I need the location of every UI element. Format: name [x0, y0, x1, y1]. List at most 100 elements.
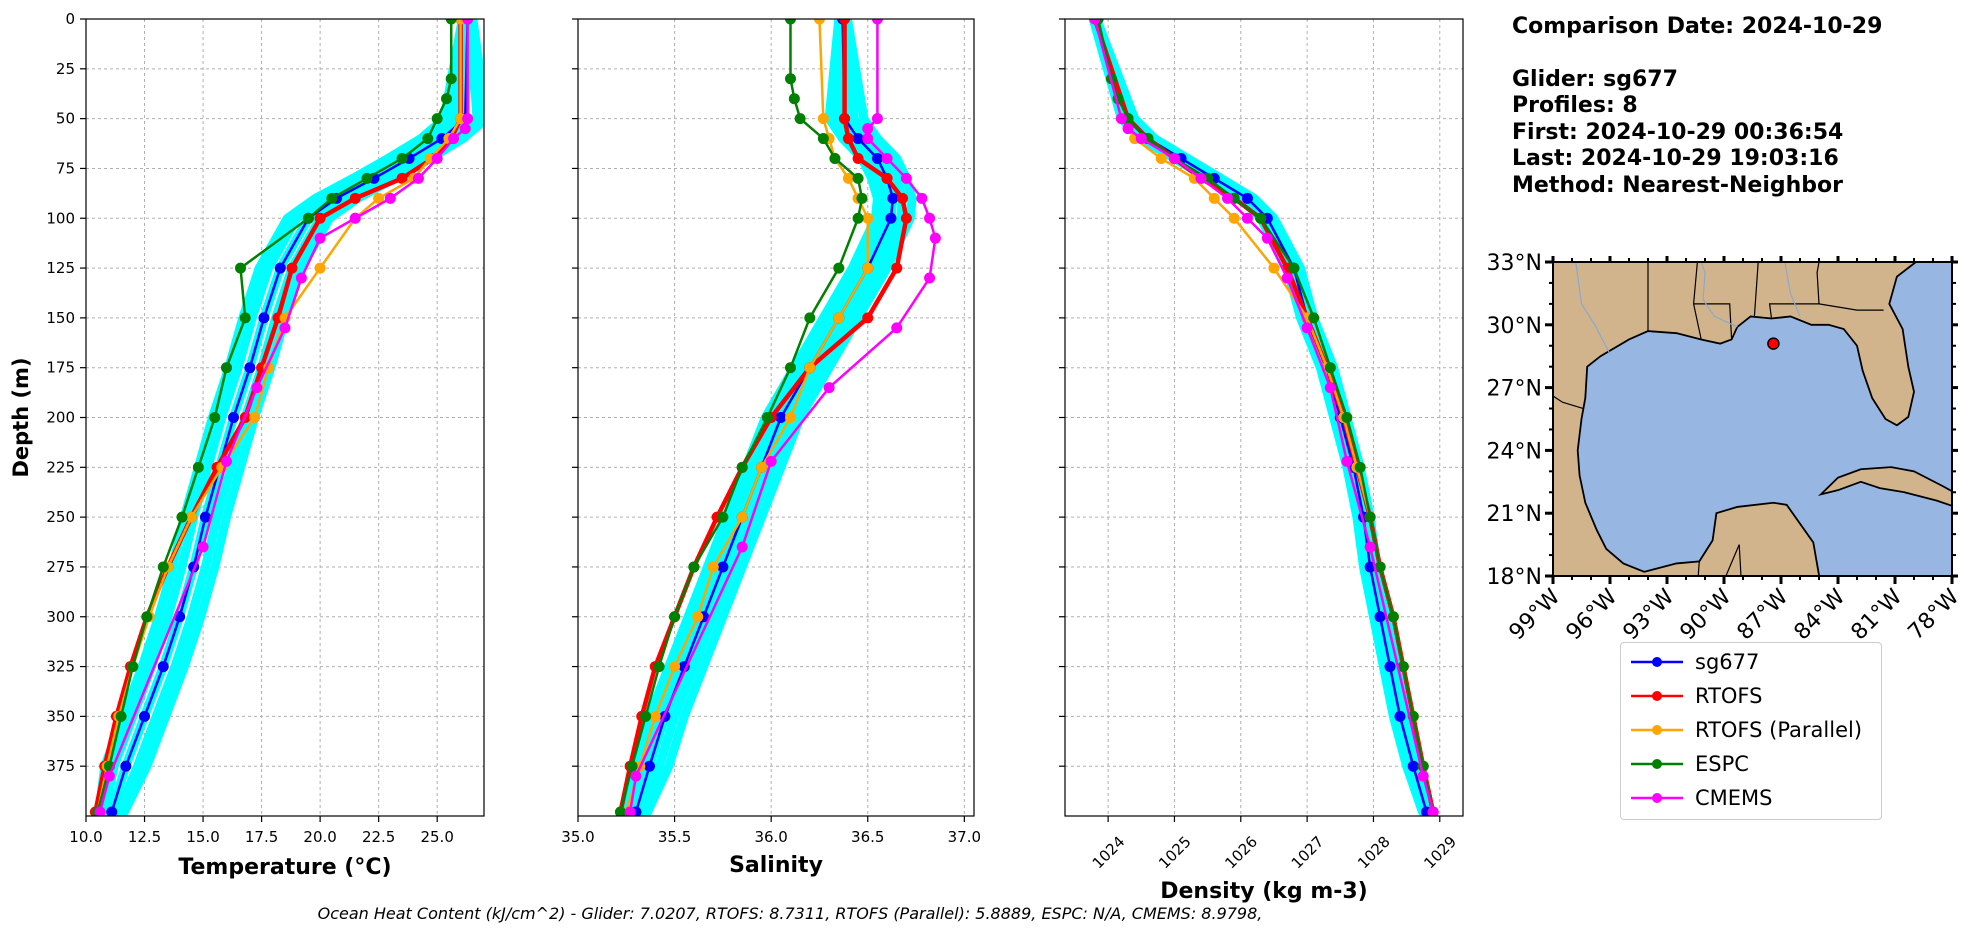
data-point [829, 152, 841, 164]
data-point [813, 19, 825, 25]
data-point [900, 212, 912, 224]
glider-profile-line [643, 19, 917, 816]
data-point [384, 192, 396, 204]
data-point [209, 412, 221, 423]
data-point [197, 541, 209, 553]
data-point [788, 93, 800, 105]
legend-label: RTOFS (Parallel) [1695, 718, 1863, 742]
series-line [98, 19, 469, 813]
profile-panel: 1024 1025 1026 1027 1028 1029 Density (kg m-3) [1059, 18, 1464, 904]
x-tick-label: 1024 [1089, 833, 1129, 873]
data-point [1364, 511, 1376, 523]
data-point [1308, 312, 1320, 324]
data-point [669, 661, 681, 673]
y-tick-label: 225 [46, 458, 75, 476]
data-point [295, 272, 307, 284]
y-tick-label: 125 [46, 259, 75, 277]
x-tick-label: 35.5 [658, 828, 691, 846]
profile-panel: 35.0 35.5 36.0 36.5 37.0 Salinity [561, 18, 981, 878]
data-point [1387, 611, 1399, 623]
data-point [891, 262, 903, 274]
y-tick-label: 275 [46, 558, 75, 576]
y-tick-label: 300 [46, 608, 75, 626]
data-point [649, 710, 661, 722]
data-point [249, 412, 261, 423]
data-point [630, 770, 642, 782]
data-point [1364, 541, 1376, 553]
data-point [1168, 152, 1180, 164]
data-point [871, 19, 883, 25]
data-point [141, 611, 153, 623]
border-line [1697, 561, 1700, 576]
data-point [856, 192, 868, 204]
x-tick-label: 12.5 [128, 828, 161, 846]
data-point [185, 511, 197, 523]
data-point [823, 382, 835, 394]
data-point [106, 806, 118, 816]
legend-item: ESPC [1629, 749, 1749, 779]
data-point [784, 412, 796, 423]
data-point [1281, 272, 1293, 284]
data-point [842, 172, 854, 184]
data-point [314, 232, 326, 244]
data-point [462, 19, 474, 25]
data-point [717, 511, 729, 523]
x-axis-label: Salinity [729, 853, 823, 878]
data-point [756, 461, 768, 473]
data-point [1228, 212, 1240, 224]
legend-swatch [1631, 657, 1683, 667]
y-tick-label: 375 [46, 757, 75, 775]
data-point [717, 561, 729, 573]
data-point [1268, 262, 1280, 274]
data-point [839, 113, 851, 125]
data-point [871, 113, 883, 125]
data-point [833, 262, 845, 274]
data-point [227, 412, 239, 423]
legend-swatch [1631, 793, 1683, 803]
y-tick-label: 150 [46, 309, 75, 327]
data-point [431, 113, 443, 125]
method: Method: Nearest-Neighbor [1512, 172, 1843, 198]
ocean [1576, 262, 1952, 576]
glider-name: Glider: sg677 [1512, 66, 1678, 92]
y-tick-label: 100 [46, 209, 75, 227]
data-point [643, 760, 655, 772]
x-tick-label: 36.5 [851, 828, 884, 846]
data-point [251, 382, 263, 394]
data-point [862, 262, 874, 274]
data-point [462, 113, 474, 125]
profile-count: Profiles: 8 [1512, 93, 1638, 118]
glider-position-marker [1767, 337, 1780, 350]
data-point [626, 760, 638, 772]
data-point [624, 806, 636, 816]
legend-swatch [1631, 725, 1683, 735]
data-point [775, 412, 787, 423]
data-point [115, 710, 127, 722]
data-point [784, 362, 796, 374]
data-point [669, 611, 681, 623]
data-point [120, 760, 132, 772]
data-point [862, 133, 874, 145]
data-point [1324, 362, 1336, 374]
data-point [176, 511, 188, 523]
data-point [157, 661, 169, 673]
series-cmems [1089, 19, 1439, 816]
legend-item: CMEMS [1629, 783, 1773, 813]
data-point [765, 455, 777, 467]
data-point [862, 212, 874, 224]
map-lat-label: 24°N [1487, 439, 1542, 464]
map-lat-label: 30°N [1487, 314, 1542, 339]
data-point [1427, 806, 1439, 816]
data-point [1208, 192, 1220, 204]
y-tick-label: 350 [46, 707, 75, 725]
y-tick-label: 325 [46, 658, 75, 676]
data-point [784, 19, 796, 25]
map-lat-label: 27°N [1487, 377, 1542, 402]
data-point [891, 322, 903, 334]
y-axis-label: Depth (m) [9, 357, 33, 477]
y-tick-label: 250 [46, 508, 75, 526]
data-point [220, 455, 232, 467]
legend-swatch [1631, 691, 1683, 701]
y-tick-label: 200 [46, 409, 75, 427]
x-tick-label: 1025 [1155, 833, 1195, 873]
